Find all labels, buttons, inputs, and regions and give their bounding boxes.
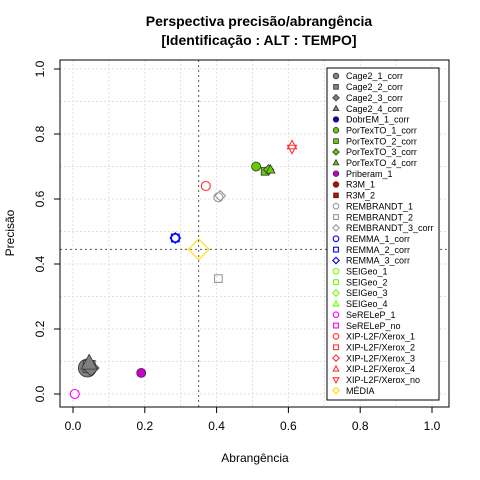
data-point-xip-l2f-xerox-no	[286, 144, 298, 155]
legend-label: SeRELeP_no	[346, 321, 401, 331]
legend-marker-rembrandt-2	[333, 214, 339, 220]
data-point-rembrandt-1	[213, 192, 224, 203]
legend-marker-remma-3-corr	[332, 256, 340, 265]
x-axis: 0.0 0.2 0.4 0.6 0.8 1.0	[65, 407, 441, 433]
legend-marker-cage2-2-corr	[333, 84, 339, 90]
data-points	[69, 139, 298, 400]
legend-marker-cage2-1-corr	[332, 72, 340, 80]
legend-label: REMBRANDT_3_corr	[346, 223, 434, 233]
x-tick-label: 1.0	[424, 419, 441, 433]
legend-label: REMMA_1_corr	[346, 234, 410, 244]
legend-marker-remma-1-corr	[332, 235, 340, 243]
data-point-remma-1-corr	[170, 232, 181, 244]
legend-marker-dobrem-1-corr	[332, 116, 340, 123]
legend-marker-portexto-2-corr	[333, 138, 339, 144]
legend-label: SEIGeo_2	[346, 277, 388, 287]
legend-marker-seigeo-1	[332, 267, 340, 275]
x-tick-label: 0.4	[208, 419, 225, 433]
data-point-rembrandt-2	[214, 274, 223, 283]
x-tick-label: 0.8	[352, 419, 369, 433]
legend-label: XIP-L2F/Xerox_no	[346, 375, 420, 385]
legend-marker-rembrandt-3-corr	[332, 223, 340, 232]
legend-marker-xip-l2f-xerox-no	[332, 377, 340, 385]
legend-marker-seigeo-4	[332, 299, 340, 307]
y-axis-label: Precisão	[3, 209, 17, 256]
legend-label: SEIGeo_4	[346, 299, 388, 309]
legend-marker-xip-l2f-xerox-4	[332, 364, 340, 372]
legend-marker-priberam-1	[332, 170, 340, 177]
legend-label: REMBRANDT_1	[346, 201, 413, 211]
legend-label: Priberam_1	[346, 169, 393, 179]
data-point-remma-2-corr	[170, 233, 180, 243]
legend-marker-portexto-4-corr	[332, 158, 340, 166]
legend-marker-cage2-3-corr	[332, 93, 340, 102]
legend-label: REMMA_3_corr	[346, 256, 410, 266]
legend-label: R3M_1	[346, 180, 375, 190]
x-tick-label: 0.2	[136, 419, 153, 433]
legend-marker-m-dia	[332, 386, 340, 395]
legend-marker-remma-2-corr	[333, 246, 339, 253]
y-tick-label: 0.4	[33, 255, 47, 272]
legend-label: PorTexTO_1_corr	[346, 125, 417, 135]
legend-label: SEIGeo_1	[346, 267, 388, 277]
legend-label: PorTexTO_3_corr	[346, 147, 417, 157]
y-tick-label: 0.2	[33, 320, 47, 337]
legend-marker-serelep-1	[332, 311, 340, 319]
data-point-rembrandt-3-corr	[214, 189, 227, 202]
legend-label: Cage2_2_corr	[346, 82, 403, 92]
y-tick-label: 0.0	[33, 385, 47, 402]
legend-marker-xip-l2f-xerox-1	[332, 333, 340, 340]
legend-marker-xip-l2f-xerox-2	[333, 344, 339, 351]
legend-label: DobrEM_1_corr	[346, 115, 410, 125]
legend-label: Cage2_1_corr	[346, 71, 403, 81]
data-point-portexto-4-corr	[265, 163, 276, 174]
legend-marker-r3m-1	[332, 181, 340, 188]
legend-label: PorTexTO_2_corr	[346, 136, 417, 146]
legend-label: XIP-L2F/Xerox_4	[346, 364, 415, 374]
legend-label: XIP-L2F/Xerox_3	[346, 353, 415, 363]
legend-label: XIP-L2F/Xerox_2	[346, 342, 415, 352]
x-tick-label: 0.6	[280, 419, 297, 433]
legend-label: SeRELeP_1	[346, 310, 396, 320]
x-axis-label: Abrangência	[221, 451, 289, 465]
legend-label: SEIGeo_3	[346, 288, 388, 298]
legend-marker-seigeo-2	[333, 279, 339, 286]
data-point-m-dia	[187, 238, 210, 261]
data-point-priberam-1	[136, 367, 147, 378]
legend: Cage2_1_corrCage2_2_corrCage2_3_corrCage…	[326, 67, 440, 401]
legend-label: REMMA_2_corr	[346, 245, 410, 255]
legend-marker-portexto-3-corr	[332, 148, 340, 156]
legend-label: MÉDIA	[346, 386, 375, 396]
plot-frame	[59, 59, 450, 408]
legend-marker-rembrandt-1	[332, 202, 340, 210]
legend-label: Cage2_3_corr	[346, 93, 403, 103]
legend-marker-xip-l2f-xerox-3	[332, 354, 340, 363]
data-point-xip-l2f-xerox-4	[286, 139, 298, 150]
data-point-remma-3-corr	[169, 232, 182, 244]
y-tick-label: 1.0	[33, 60, 47, 77]
chart-title-line1: Perspectiva precisão/abrangência	[146, 13, 373, 29]
data-point-xip-l2f-xerox-1	[200, 180, 211, 192]
legend-marker-serelep-no	[333, 322, 339, 329]
legend-label: PorTexTO_4_corr	[346, 158, 417, 168]
legend-label: Cage2_4_corr	[346, 104, 403, 114]
legend-label: R3M_2	[346, 191, 375, 201]
x-tick-label: 0.0	[65, 419, 82, 433]
legend-label: REMBRANDT_2	[346, 212, 413, 222]
legend-marker-cage2-4-corr	[332, 104, 340, 112]
y-tick-label: 0.8	[33, 125, 47, 142]
chart-title-line2: [Identificação : ALT : TEMPO]	[161, 32, 356, 48]
y-tick-label: 0.6	[33, 190, 47, 207]
legend-marker-r3m-2	[333, 192, 339, 199]
legend-box	[326, 67, 440, 401]
y-axis: 0.0 0.2 0.4 0.6 0.8 1.0	[33, 60, 60, 402]
data-point-serelep-1	[69, 388, 80, 400]
legend-marker-seigeo-3	[332, 289, 340, 297]
legend-marker-portexto-1-corr	[332, 127, 340, 134]
data-point-portexto-1-corr	[251, 161, 261, 172]
legend-label: XIP-L2F/Xerox_1	[346, 332, 415, 342]
data-point-cage2-4-corr	[80, 353, 98, 370]
